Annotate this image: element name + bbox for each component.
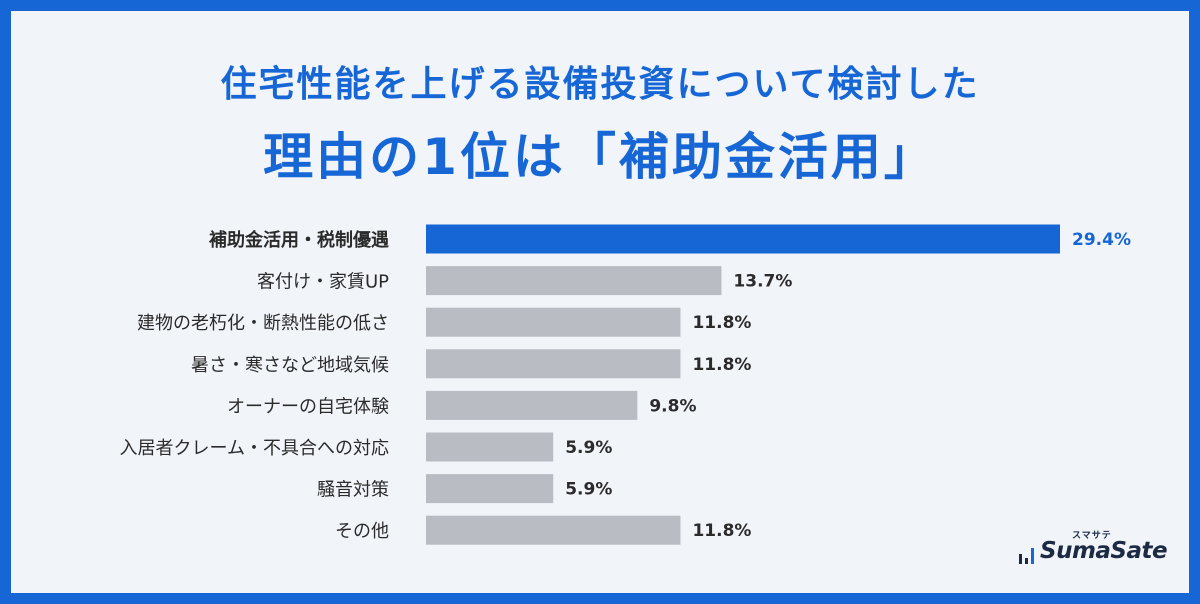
bar: [426, 349, 681, 379]
logo-kana: スマサテ: [1072, 531, 1112, 541]
category-label: 騒音対策: [317, 480, 389, 501]
category-label: 入居者クレーム・不具合への対応: [120, 438, 389, 459]
bar: [426, 432, 554, 462]
bar: [426, 266, 722, 296]
value-label: 11.8%: [692, 313, 751, 333]
bar: [426, 390, 638, 420]
category-label: 建物の老朽化・断熱性能の低さ: [137, 313, 389, 334]
category-label: オーナーの自宅体験: [227, 396, 389, 417]
value-label: 9.8%: [649, 396, 696, 416]
value-label: 5.9%: [565, 438, 612, 458]
category-label: 補助金活用・税制優遇: [208, 229, 389, 251]
value-label: 5.9%: [565, 480, 612, 500]
category-label: 客付け・家賃UP: [257, 272, 389, 293]
value-label: 13.7%: [733, 272, 792, 292]
bar: [426, 474, 554, 504]
sumasate-logo: スマサテ SumaSate: [1018, 528, 1168, 572]
bar: [426, 307, 681, 337]
title-line-1: 住宅性能を上げる設備投資について検討した: [220, 64, 980, 105]
category-label: その他: [335, 521, 389, 542]
infographic-card: 住宅性能を上げる設備投資について検討した 理由の1位は「補助金活用」: [11, 11, 1189, 593]
value-label: 11.8%: [692, 521, 751, 541]
bar-chart-icon: [1019, 548, 1034, 564]
logo-wordmark: SumaSate: [1040, 538, 1168, 564]
title-line-2: 理由の1位は「補助金活用」: [263, 128, 937, 186]
bar: [426, 515, 681, 545]
category-label: 暑さ・寒さなど地域気候: [191, 355, 389, 376]
value-label: 11.8%: [692, 355, 751, 375]
value-label: 29.4%: [1072, 230, 1131, 250]
bar: [426, 224, 1060, 254]
